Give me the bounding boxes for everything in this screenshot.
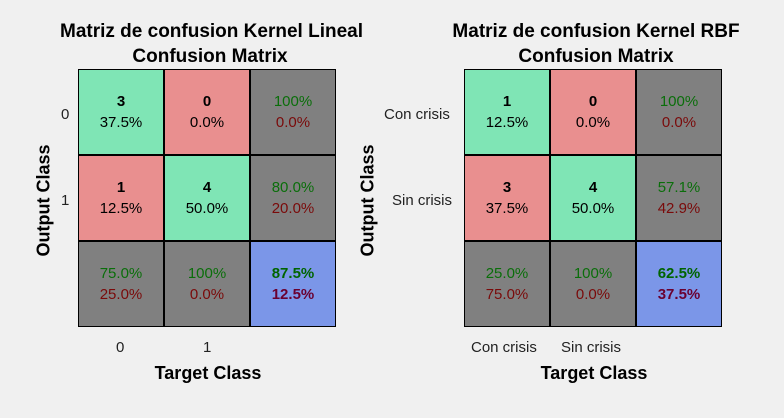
matrix-cell-r1-c2: 57.1% 42.9% (637, 156, 721, 240)
cell-percent: 37.5% (99, 114, 143, 131)
col-tick-label: 1 (203, 339, 212, 356)
cell-correct-percent: 57.1% (657, 179, 701, 196)
cell-count: 1 (116, 179, 126, 196)
matrix-cell-r2-c0: 75.0% 25.0% (79, 242, 163, 326)
matrix-cell-r2-c0: 25.0% 75.0% (465, 242, 549, 326)
matrix-grid: 3 37.5% 0 0.0% 100% 0.0% 1 12.5% 4 50.0% 80.0% 20.0… (78, 69, 336, 327)
cell-correct-percent: 100% (573, 265, 613, 282)
matrix-cell-r1-c1: 4 50.0% (165, 156, 249, 240)
cell-percent: 50.0% (571, 200, 615, 217)
chart-title-line2: Confusion Matrix (518, 46, 674, 67)
matrix-cell-r0-c0: 3 37.5% (79, 70, 163, 154)
matrix-cell-r1-c2: 80.0% 20.0% (251, 156, 335, 240)
row-tick-label: 0 (61, 106, 70, 123)
col-tick-label: Con crisis (471, 339, 537, 356)
row-tick-label: Con crisis (384, 106, 450, 123)
cell-error-percent: 75.0% (485, 286, 529, 303)
cell-count: 4 (202, 179, 212, 196)
col-tick-label: 0 (116, 339, 125, 356)
cell-percent: 12.5% (99, 200, 143, 217)
cell-percent: 0.0% (189, 114, 225, 131)
cell-error-percent: 0.0% (661, 114, 697, 131)
x-axis-label: Target Class (540, 363, 648, 383)
matrix-cell-r0-c2: 100% 0.0% (637, 70, 721, 154)
matrix-cell-r0-c1: 0 0.0% (551, 70, 635, 154)
cell-error-percent: 12.5% (271, 286, 315, 303)
cell-error-percent: 0.0% (275, 114, 311, 131)
matrix-cell-r1-c0: 3 37.5% (465, 156, 549, 240)
cell-correct-percent: 100% (187, 265, 227, 282)
matrix-grid: 1 12.5% 0 0.0% 100% 0.0% 3 37.5% 4 50.0% 57.1% 42.9… (464, 69, 722, 327)
matrix-cell-r0-c1: 0 0.0% (165, 70, 249, 154)
matrix-cell-r1-c1: 4 50.0% (551, 156, 635, 240)
matrix-cell-r0-c0: 1 12.5% (465, 70, 549, 154)
cell-count: 0 (588, 93, 598, 110)
cell-count: 3 (116, 93, 126, 110)
cell-correct-percent: 62.5% (657, 265, 701, 282)
y-axis-label: Output Class (357, 144, 378, 257)
cell-percent: 37.5% (485, 200, 529, 217)
cell-correct-percent: 80.0% (271, 179, 315, 196)
cell-count: 4 (588, 179, 598, 196)
cell-error-percent: 20.0% (271, 200, 315, 217)
matrix-cell-r2-c1: 100% 0.0% (551, 242, 635, 326)
col-tick-label: Sin crisis (561, 339, 622, 356)
cell-count: 1 (502, 93, 512, 110)
cell-error-percent: 37.5% (657, 286, 701, 303)
cell-error-percent: 25.0% (99, 286, 143, 303)
row-tick-label: 1 (61, 192, 70, 209)
cell-correct-percent: 100% (659, 93, 699, 110)
matrix-cell-r1-c0: 1 12.5% (79, 156, 163, 240)
cell-percent: 50.0% (185, 200, 229, 217)
cell-correct-percent: 75.0% (99, 265, 143, 282)
cell-correct-percent: 25.0% (485, 265, 529, 282)
matrix-cell-r2-c1: 100% 0.0% (165, 242, 249, 326)
cell-correct-percent: 87.5% (271, 265, 315, 282)
x-axis-label: Target Class (154, 363, 262, 383)
confusion-matrix-lineal: Matriz de confusion Kernel Lineal Confus… (33, 21, 364, 383)
chart-title-line1: Matriz de confusion Kernel Lineal (60, 21, 363, 42)
chart-title-line2: Confusion Matrix (132, 46, 288, 67)
cell-count: 0 (202, 93, 212, 110)
matrix-cell-r2-c2: 87.5% 12.5% (251, 242, 335, 326)
cell-error-percent: 0.0% (189, 286, 225, 303)
cell-percent: 0.0% (575, 114, 611, 131)
y-axis-label: Output Class (33, 144, 54, 257)
cell-percent: 12.5% (485, 114, 529, 131)
cell-correct-percent: 100% (273, 93, 313, 110)
matrix-cell-r0-c2: 100% 0.0% (251, 70, 335, 154)
confusion-matrix-rbf: Matriz de confusion Kernel RBF Confusion… (358, 0, 784, 418)
cell-count: 3 (502, 179, 512, 196)
matrix-cell-r2-c2: 62.5% 37.5% (637, 242, 721, 326)
row-tick-label: Sin crisis (392, 192, 453, 209)
cell-error-percent: 42.9% (657, 200, 701, 217)
chart-title-line1: Matriz de confusion Kernel RBF (452, 21, 740, 42)
cell-error-percent: 0.0% (575, 286, 611, 303)
